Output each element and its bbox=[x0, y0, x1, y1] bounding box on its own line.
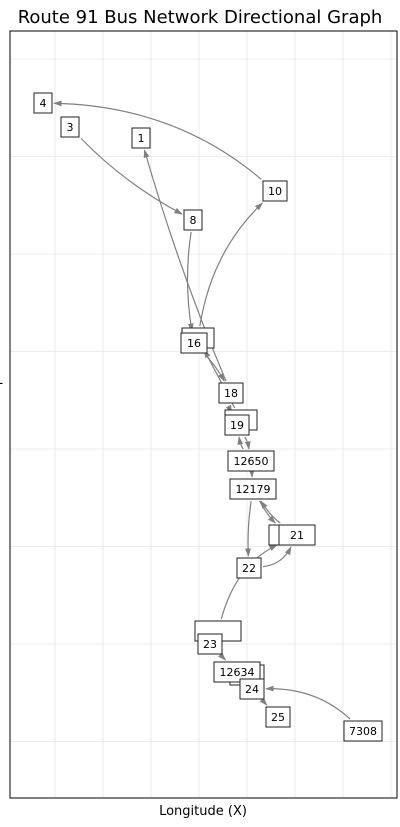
node-box bbox=[60, 116, 80, 138]
edge-n7308-n24 bbox=[265, 685, 351, 720]
node-n24[interactable]: 24 bbox=[239, 678, 265, 700]
node-n21[interactable]: 21 bbox=[278, 524, 316, 546]
edge-n12650-n19 bbox=[237, 436, 244, 450]
node-label: 25 bbox=[271, 711, 285, 724]
edge-n12179-n22 bbox=[245, 500, 252, 557]
node-label: 12179 bbox=[236, 483, 271, 496]
node-n4[interactable]: 4 bbox=[33, 92, 53, 114]
node-label: 23 bbox=[203, 638, 217, 651]
edge-n23-n12634 bbox=[218, 652, 227, 661]
node-box bbox=[278, 524, 316, 546]
x-axis-label: Longitude (X) bbox=[159, 804, 247, 819]
node-n25[interactable]: 25 bbox=[265, 706, 291, 728]
node-n8[interactable]: 8 bbox=[183, 209, 203, 231]
node-n18[interactable]: 18 bbox=[218, 382, 244, 404]
node-box bbox=[218, 382, 244, 404]
node-label: 12634 bbox=[220, 666, 255, 679]
node-box bbox=[213, 661, 261, 683]
node-label: 10 bbox=[268, 185, 282, 198]
node-n16[interactable]: 16 bbox=[180, 332, 208, 354]
node-label: 1 bbox=[138, 132, 145, 145]
node-label: 7308 bbox=[349, 725, 377, 738]
node-box bbox=[236, 557, 262, 579]
edges-layer bbox=[53, 100, 351, 720]
plot-frame bbox=[9, 30, 398, 799]
node-n22[interactable]: 22 bbox=[236, 557, 262, 579]
node-label: 22 bbox=[242, 562, 256, 575]
node-box bbox=[224, 414, 250, 436]
node-n23[interactable]: 23 bbox=[197, 633, 223, 655]
node-label: 12650 bbox=[234, 455, 269, 468]
node-box bbox=[131, 127, 151, 149]
node-box bbox=[180, 332, 208, 354]
edge-n22-n21 bbox=[262, 546, 292, 568]
node-label: 4 bbox=[40, 97, 47, 110]
node-box bbox=[183, 209, 203, 231]
node-label: 21 bbox=[290, 529, 304, 542]
node-box bbox=[229, 478, 277, 500]
node-n12650[interactable]: 12650 bbox=[227, 450, 275, 472]
node-n12179[interactable]: 12179 bbox=[229, 478, 277, 500]
node-box bbox=[197, 633, 223, 655]
edge-n3-n8 bbox=[80, 137, 183, 215]
edge-n16b-n10 bbox=[199, 202, 264, 327]
edge-n21-n12179 bbox=[260, 500, 281, 524]
node-label: 19 bbox=[230, 419, 244, 432]
edge-n8-n16 bbox=[186, 231, 194, 332]
edge-n18-n1 bbox=[143, 149, 227, 382]
node-n3[interactable]: 3 bbox=[60, 116, 80, 138]
nodes-layer: 4311081618191265012179121222312634242573… bbox=[33, 92, 383, 742]
node-box bbox=[33, 92, 53, 114]
node-label: 8 bbox=[190, 214, 197, 227]
node-label: 3 bbox=[67, 121, 74, 134]
node-n1[interactable]: 1 bbox=[131, 127, 151, 149]
node-n19[interactable]: 19 bbox=[224, 414, 250, 436]
y-axis-label: L bbox=[0, 373, 3, 388]
edge-n19-n12650 bbox=[244, 436, 251, 450]
node-box bbox=[239, 678, 265, 700]
plot-area bbox=[10, 31, 397, 798]
node-n7308[interactable]: 7308 bbox=[343, 720, 383, 742]
node-n12634[interactable]: 12634 bbox=[213, 661, 261, 683]
node-label: 24 bbox=[245, 683, 259, 696]
node-label: 18 bbox=[224, 387, 238, 400]
node-n10[interactable]: 10 bbox=[262, 180, 288, 202]
edge-n24-n25 bbox=[259, 697, 268, 706]
node-box bbox=[343, 720, 383, 742]
node-box bbox=[227, 450, 275, 472]
node-box bbox=[265, 706, 291, 728]
node-label: 16 bbox=[187, 337, 201, 350]
chart-title: Route 91 Bus Network Directional Graph bbox=[18, 7, 383, 28]
edge-n10-n4 bbox=[53, 100, 262, 180]
node-box bbox=[262, 180, 288, 202]
